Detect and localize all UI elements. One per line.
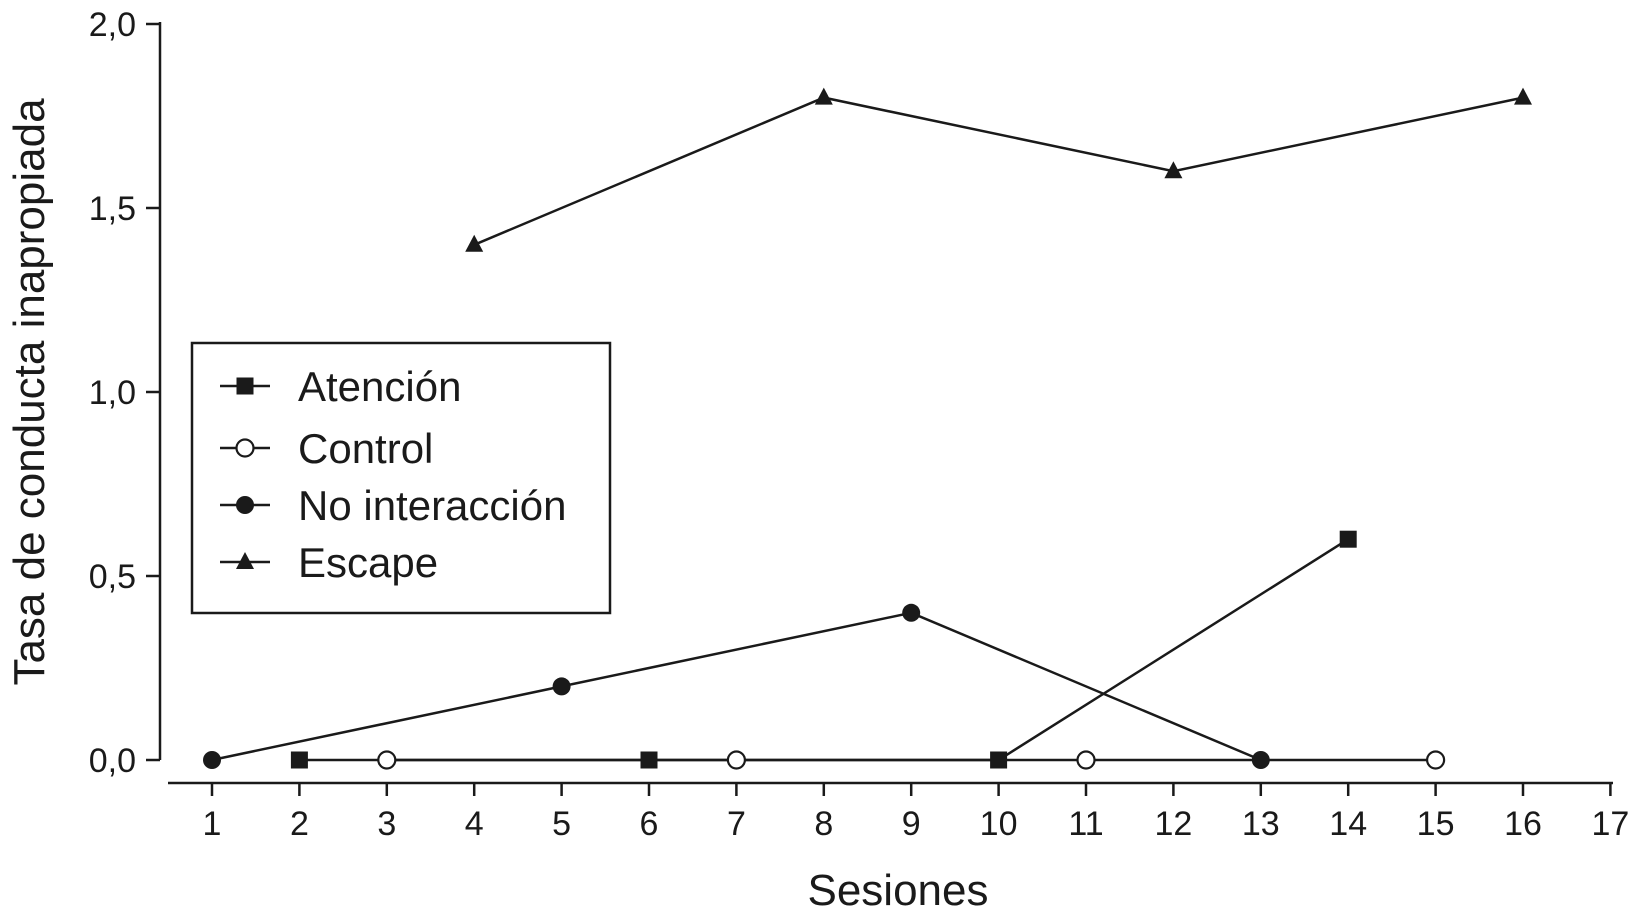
legend-box: [190, 341, 612, 615]
x-ticks: 1 2 3 4 5 6 7 8 9 10 11 12 13 14 15 16 17: [203, 783, 1629, 843]
x-tick-label: 6: [640, 805, 659, 843]
x-tick-label: 12: [1154, 805, 1192, 843]
x-tick-label: 5: [552, 805, 571, 843]
legend-marker: [236, 377, 254, 395]
x-tick-label: 11: [1068, 805, 1103, 843]
x-tick-label: 3: [377, 805, 396, 843]
data-point-no-interaccion: [203, 751, 221, 769]
legend: Atención Control No interacción Escape: [190, 341, 612, 615]
data-point-control: [726, 750, 747, 770]
legend-marker: [235, 438, 255, 458]
legend-label: No interacción: [298, 482, 566, 529]
series-line-no-interaccion: [211, 611, 1262, 762]
y-axis-label: Tasa de conducta inapropiada: [5, 98, 54, 686]
legend-marker: [236, 552, 254, 569]
x-tick-label: 10: [980, 805, 1018, 843]
data-point-no-interaccion: [1251, 751, 1270, 769]
series-lines: [211, 96, 1524, 762]
x-tick-label: 13: [1242, 805, 1280, 843]
data-point-escape: [814, 87, 833, 105]
x-tick-label: 14: [1329, 805, 1367, 843]
data-point-atencion: [290, 751, 308, 769]
data-point-atencion: [990, 751, 1008, 769]
x-tick-label: 9: [902, 805, 921, 843]
x-tick-label: 15: [1417, 805, 1455, 843]
x-tick-label: 17: [1591, 805, 1629, 843]
x-tick-label: 7: [727, 805, 746, 843]
data-point-control: [1425, 750, 1446, 770]
data-point-escape: [1514, 87, 1532, 105]
x-tick-label: 1: [203, 805, 222, 843]
y-tick-label: 0,5: [89, 558, 136, 596]
legend-label: Control: [298, 425, 433, 472]
x-tick-label: 16: [1504, 805, 1542, 843]
data-point-control: [1076, 750, 1096, 770]
legend-marker: [236, 496, 254, 514]
data-point-control: [377, 750, 397, 770]
data-point-atencion: [640, 751, 658, 769]
y-tick-label: 1,5: [89, 190, 136, 228]
legend-label: Atención: [298, 363, 461, 410]
y-ticks: 0,0 0,5 1,0 1,5 2,0: [89, 6, 160, 780]
series-line-escape: [473, 96, 1524, 246]
data-point-no-interaccion: [552, 677, 571, 696]
x-tick-label: 8: [814, 805, 833, 843]
x-tick-label: 2: [290, 805, 309, 843]
data-point-escape: [465, 234, 484, 252]
data-point-atencion: [1339, 530, 1357, 548]
series-markers: [203, 87, 1532, 770]
y-tick-label: 2,0: [89, 6, 136, 44]
y-tick-label: 1,0: [89, 374, 136, 412]
y-tick-label: 0,0: [89, 742, 136, 780]
data-point-no-interaccion: [902, 603, 921, 622]
data-point-escape: [1164, 161, 1183, 179]
legend-label: Escape: [298, 539, 438, 586]
x-tick-label: 4: [465, 805, 484, 843]
x-axis-label: Sesiones: [807, 866, 988, 915]
